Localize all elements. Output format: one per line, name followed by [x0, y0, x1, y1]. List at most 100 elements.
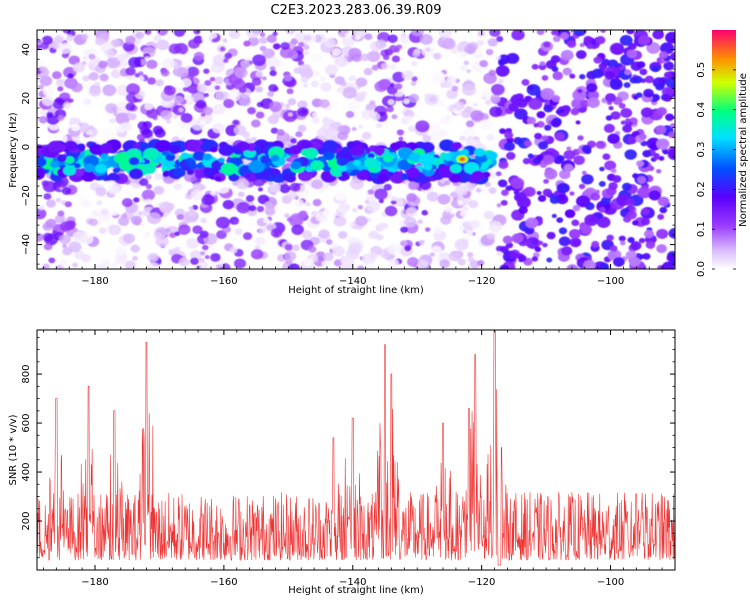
heat-cell: [383, 154, 394, 163]
heat-cell: [572, 89, 587, 102]
heat-cell: [156, 30, 168, 36]
heat-cell: [238, 86, 247, 94]
heat-cell: [57, 86, 64, 92]
heat-cell: [95, 187, 107, 197]
spectrogram-y-tick-label: 40: [21, 43, 32, 56]
heat-cell: [233, 220, 239, 225]
heat-cell: [240, 59, 251, 69]
heat-cell: [322, 139, 339, 153]
heat-cell: [656, 107, 667, 116]
heat-cell: [612, 175, 622, 183]
heat-cell: [621, 182, 632, 191]
heat-cell: [581, 170, 587, 175]
heat-cell: [581, 174, 594, 185]
heat-cell: [73, 162, 81, 169]
snr-y-ticks: 200 400 600 800: [21, 336, 675, 571]
heat-cell: [252, 54, 267, 66]
heat-cell: [98, 227, 107, 234]
heat-cell: [558, 227, 568, 235]
heat-cell: [457, 200, 464, 206]
heat-cell: [348, 221, 354, 227]
heat-cell: [215, 90, 228, 101]
heat-cell: [637, 35, 651, 46]
heat-cell: [420, 141, 435, 153]
colorbar-gradient: [712, 30, 736, 269]
heat-cell: [319, 76, 326, 82]
heat-cell: [323, 37, 336, 48]
heat-cell: [598, 206, 606, 213]
heat-cell: [82, 75, 90, 82]
heat-cell: [183, 216, 191, 224]
heat-cell: [400, 35, 409, 43]
heat-cell: [448, 250, 462, 262]
spectrogram-x-tick-label: −100: [597, 276, 624, 287]
heat-cell: [347, 242, 363, 255]
heat-cell: [410, 60, 419, 67]
heat-cell: [583, 35, 593, 44]
heat-cell: [154, 140, 172, 153]
heat-cell: [572, 204, 581, 212]
heat-cell: [657, 196, 670, 207]
colorbar-tick-label: 0.0: [696, 261, 707, 277]
heat-cell: [288, 263, 300, 269]
heat-cell: [583, 259, 596, 269]
heat-cell: [457, 258, 466, 266]
heat-cell: [108, 185, 120, 195]
heat-cell: [496, 36, 504, 42]
heat-cell: [415, 120, 430, 133]
heat-cell: [418, 153, 435, 167]
heat-cell: [469, 219, 480, 229]
heat-cell: [669, 52, 675, 61]
heat-cell: [606, 234, 614, 241]
heat-cell: [80, 33, 89, 40]
heat-cell: [453, 101, 465, 111]
heat-cell: [144, 56, 150, 61]
heat-cell: [212, 54, 227, 67]
heat-cell: [295, 199, 305, 207]
heat-cell: [260, 172, 270, 180]
heat-cell: [558, 236, 571, 247]
heat-cell: [571, 219, 580, 227]
heat-cell: [355, 215, 368, 227]
heat-cell: [160, 110, 173, 120]
heat-cell: [180, 152, 190, 159]
heat-cell: [550, 55, 561, 64]
heat-cell: [311, 179, 323, 190]
heat-cell: [37, 167, 46, 180]
heat-cell: [79, 196, 85, 201]
heat-cell: [188, 38, 200, 49]
heat-cell: [539, 61, 546, 66]
colorbar-tick-label: 0.1: [696, 221, 707, 237]
heat-cell: [121, 30, 128, 34]
heat-cell: [405, 206, 418, 217]
heat-cell: [223, 58, 229, 63]
heat-cell: [130, 215, 143, 226]
heat-cell: [632, 173, 639, 179]
heat-cell: [142, 163, 156, 175]
heat-cell: [441, 38, 456, 50]
spectrogram-panel: −180 −160 −140 −120 −100 40 20 0 −20 −40 Height …: [8, 29, 676, 296]
heat-cell: [566, 264, 579, 269]
heat-cell: [510, 94, 524, 106]
heat-cell: [255, 86, 264, 93]
heat-cell: [653, 152, 660, 159]
heat-cell: [143, 231, 151, 238]
heat-cell: [656, 138, 670, 150]
heat-cell: [549, 195, 560, 204]
heat-cell: [618, 235, 626, 242]
heat-cell: [135, 31, 145, 39]
heat-cell: [566, 40, 577, 48]
heat-cell: [88, 53, 96, 60]
heat-cell: [165, 227, 171, 233]
heat-cell: [62, 102, 72, 109]
heat-cell: [174, 53, 183, 60]
heat-cell: [541, 154, 555, 165]
heat-cell: [383, 183, 392, 191]
heat-cell: [639, 68, 648, 76]
heat-cell: [173, 30, 186, 37]
heat-cell: [476, 39, 484, 47]
heat-cell: [349, 178, 365, 190]
heat-cell: [58, 42, 73, 55]
heat-cell: [300, 140, 312, 150]
heat-cell: [465, 229, 474, 237]
